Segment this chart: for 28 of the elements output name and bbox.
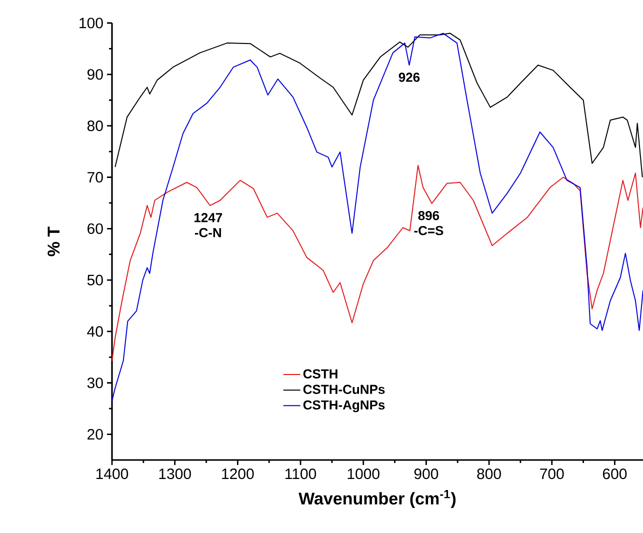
x-tick-label: 1200: [222, 468, 254, 480]
annotation: 926: [398, 72, 420, 82]
x-tick-label: 1100: [286, 468, 316, 480]
y-axis-title: % T: [48, 226, 60, 256]
y-tick-label: 60: [88, 223, 103, 234]
x-tick-label: 700: [540, 468, 564, 480]
y-tick-label: 40: [87, 326, 103, 337]
x-tick-label: 800: [477, 468, 501, 480]
x-tick-label: 1400: [96, 468, 128, 480]
y-tick-label: 20: [88, 428, 103, 440]
legend-label: CSTH-AgNPs: [303, 400, 385, 412]
x-tick-label: 600: [602, 468, 627, 480]
legend-label: CSTH: [303, 369, 338, 378]
x-tick-label: 1000: [348, 468, 380, 480]
y-tick-label: 100: [80, 18, 103, 28]
y-tick-label: 30: [87, 378, 103, 388]
annotation: 896 -C=S: [414, 210, 444, 236]
x-axis-title: Wavenumber (cm$^{-1}$): [298, 490, 456, 508]
line-series: [111, 32, 643, 402]
y-tick-label: 70: [88, 172, 103, 183]
y-tick-label: 50: [87, 274, 103, 286]
annotation: 1247 -C-N: [194, 213, 222, 238]
y-tick-label: 80: [87, 120, 103, 132]
legend-label: CSTH-CuNPs: [303, 384, 385, 394]
y-tick-label: 90: [87, 69, 103, 80]
line-series: [111, 164, 643, 362]
x-tick-label: 1300: [159, 468, 191, 480]
x-tick-label: 900: [414, 468, 438, 480]
